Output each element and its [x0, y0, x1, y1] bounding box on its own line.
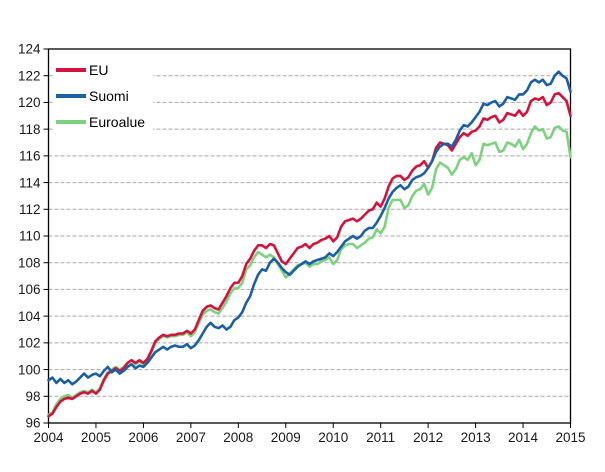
series-line-eu: [47, 91, 572, 418]
y-axis-tick-label: 108: [18, 255, 41, 270]
y-axis-tick-label: 118: [19, 122, 41, 137]
y-axis-tick-label: 112: [19, 202, 41, 217]
legend-item-euroalue: Euroalue: [56, 111, 145, 132]
legend-label-suomi: Suomi: [89, 87, 129, 104]
x-axis-tick-label: 2006: [128, 430, 158, 445]
y-axis-tick-label: 106: [18, 282, 41, 297]
y-axis-tick-label: 102: [18, 336, 41, 351]
legend-item-eu: EU: [56, 59, 145, 80]
y-axis-tick-label: 110: [19, 229, 41, 244]
y-axis-tick-label: 98: [25, 389, 40, 404]
y-axis-tick-label: 116: [19, 149, 41, 164]
plot-border: [47, 48, 572, 424]
legend-item-suomi: Suomi: [56, 85, 145, 106]
legend-swatch-eu: [56, 67, 86, 72]
x-axis-tick-label: 2008: [223, 430, 253, 445]
x-axis-tick-label: 2009: [271, 430, 301, 445]
x-axis-tick-label: 2014: [508, 430, 539, 445]
y-axis-tick-label: 100: [18, 362, 41, 377]
x-axis-tick-label: 2007: [176, 430, 206, 445]
legend-swatch-suomi: [56, 93, 86, 98]
x-axis-tick-label: 2010: [318, 430, 348, 445]
y-axis-tick-label: 96: [25, 416, 40, 431]
series-line-euroalue: [47, 125, 572, 417]
x-axis-tick-label: 2004: [33, 430, 64, 445]
x-axis-tick-label: 2013: [461, 430, 491, 445]
x-axis-tick-label: 2005: [81, 430, 111, 445]
y-axis-tick-label: 122: [18, 68, 41, 83]
x-axis-tick-label: 2015: [555, 430, 585, 445]
x-axis-tick-label: 2011: [366, 430, 395, 445]
y-axis-tick-label: 104: [18, 309, 41, 324]
y-axis-tick-label: 114: [19, 175, 41, 190]
legend-swatch-euroalue: [56, 119, 86, 124]
legend-label-eu: EU: [89, 61, 109, 78]
series-line-suomi: [47, 70, 572, 386]
y-axis-tick-label: 124: [18, 42, 41, 57]
legend-label-euroalue: Euroalue: [89, 113, 146, 130]
y-axis-tick-label: 120: [18, 95, 41, 110]
x-axis-tick-label: 2012: [413, 430, 443, 445]
chart-legend: EU Suomi Euroalue: [54, 57, 154, 134]
